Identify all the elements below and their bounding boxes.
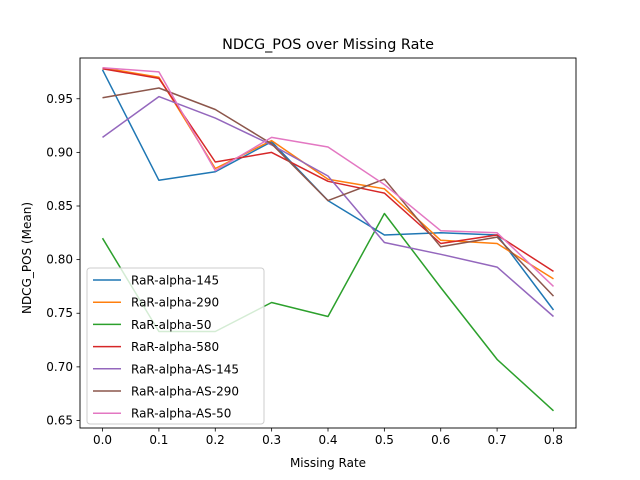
y-tick-label: 0.85 [46, 199, 73, 213]
series-line-rar-alpha-290 [102, 66, 554, 280]
legend-box [86, 267, 265, 425]
x-tick-label: 0.3 [262, 433, 281, 447]
y-tick-label: 0.95 [46, 92, 73, 106]
x-axis-ticks: 0.0 0.1 0.2 0.3 0.4 0.5 0.6 0.7 0.8 [93, 428, 563, 447]
y-tick-label: 0.70 [46, 360, 73, 374]
x-tick-label: 0.7 [488, 433, 507, 447]
x-tick-label: 0.5 [375, 433, 394, 447]
chart-title: NDCG_POS over Missing Rate [222, 37, 434, 53]
y-tick-label: 0.90 [46, 145, 73, 159]
x-tick-label: 0.2 [206, 433, 225, 447]
legend-label: RaR-alpha-50 [131, 318, 211, 332]
series-line-rar-alpha-as-290 [102, 87, 555, 297]
y-axis-ticks: 0.65 0.70 0.75 0.80 0.85 0.90 0.95 [46, 92, 80, 427]
y-tick-label: 0.65 [46, 413, 73, 427]
legend-label: RaR-alpha-290 [131, 296, 219, 310]
legend-label: RaR-alpha-AS-50 [131, 407, 231, 421]
x-tick-label: 0.6 [431, 433, 450, 447]
x-tick-label: 0.1 [149, 433, 168, 447]
y-tick-label: 0.80 [46, 253, 73, 267]
plot-frame [79, 57, 577, 429]
x-tick-label: 0.8 [544, 433, 563, 447]
legend: RaR-alpha-145 RaR-alpha-290 RaR-alpha-50 Ra… [86, 267, 265, 425]
x-tick-label: 0.0 [93, 433, 112, 447]
y-axis-label: NDCG_POS (Mean) [20, 202, 34, 314]
legend-label: RaR-alpha-AS-290 [131, 385, 239, 399]
x-axis-label: Missing Rate [290, 456, 366, 470]
legend-label: RaR-alpha-580 [131, 340, 219, 354]
y-tick-label: 0.75 [46, 306, 73, 320]
x-tick-label: 0.4 [318, 433, 337, 447]
legend-label: RaR-alpha-AS-145 [131, 362, 239, 376]
series-line-rar-alpha-as-50 [102, 66, 555, 287]
legend-label: RaR-alpha-145 [131, 274, 219, 288]
